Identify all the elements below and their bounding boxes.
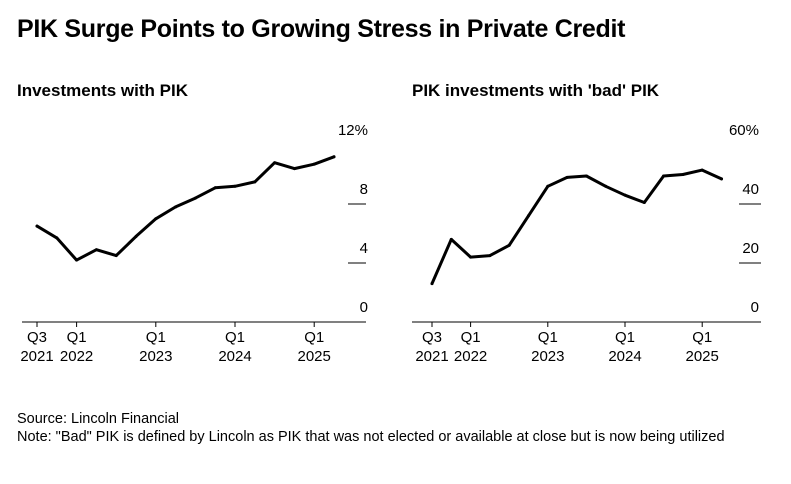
x-tick-label-year: 2023 bbox=[139, 348, 172, 365]
y-tick-label: 12% bbox=[338, 122, 368, 139]
x-tick-label-year: 2025 bbox=[686, 348, 719, 365]
chart-1-title: Investments with PIK bbox=[17, 81, 188, 100]
x-tick-label-quarter: Q3 bbox=[422, 329, 442, 346]
data-point bbox=[662, 174, 666, 178]
source-text: Source: Lincoln Financial bbox=[17, 411, 180, 427]
x-tick-label-quarter: Q1 bbox=[67, 329, 87, 346]
x-tick-label-year: 2022 bbox=[60, 348, 93, 365]
data-point bbox=[75, 258, 79, 262]
data-point bbox=[642, 201, 646, 205]
chart-2: 0 20 40 60% Q3 2021 Q1 2022 Q1 2023 Q1 2024 Q1 2025 bbox=[412, 122, 761, 365]
data-point bbox=[488, 254, 492, 258]
data-point bbox=[213, 186, 217, 190]
data-point bbox=[469, 255, 473, 259]
y-tick-label: 60% bbox=[729, 122, 759, 139]
y-tick-label: 20 bbox=[742, 240, 759, 257]
footer: Source: Lincoln Financial Note: "Bad" PI… bbox=[17, 410, 777, 446]
data-point bbox=[527, 214, 530, 218]
data-point bbox=[193, 196, 197, 200]
x-tick-label-year: 2025 bbox=[298, 348, 331, 365]
data-point bbox=[507, 243, 511, 247]
x-tick-label-quarter: Q1 bbox=[615, 329, 635, 346]
data-point bbox=[312, 162, 316, 166]
x-tick-label-quarter: Q1 bbox=[304, 329, 324, 346]
data-point bbox=[134, 234, 138, 238]
series-line bbox=[35, 155, 336, 262]
x-tick-label-quarter: Q3 bbox=[27, 329, 47, 346]
data-point bbox=[604, 184, 608, 188]
data-point bbox=[332, 155, 336, 159]
data-point bbox=[623, 193, 627, 197]
x-tick-label-year: 2021 bbox=[20, 348, 53, 365]
x-tick-label-quarter: Q1 bbox=[461, 329, 481, 346]
note-text: Note: "Bad" PIK is defined by Lincoln as… bbox=[17, 429, 725, 445]
data-point bbox=[94, 248, 98, 252]
y-tick-label: 8 bbox=[360, 181, 368, 198]
data-point bbox=[273, 161, 277, 165]
x-tick-label-quarter: Q1 bbox=[146, 329, 166, 346]
data-point bbox=[449, 237, 453, 241]
y-tick-label: 40 bbox=[742, 181, 759, 198]
y-tick-label: 0 bbox=[751, 299, 759, 316]
data-point bbox=[55, 236, 59, 240]
data-point bbox=[233, 184, 237, 188]
x-tick-label-year: 2024 bbox=[608, 348, 641, 365]
data-point bbox=[114, 254, 118, 258]
chart-2-title: PIK investments with 'bad' PIK bbox=[412, 81, 660, 100]
data-point bbox=[720, 177, 723, 181]
data-point bbox=[253, 180, 257, 184]
data-point bbox=[292, 167, 296, 171]
data-point bbox=[565, 175, 569, 179]
chart-1: 0 4 8 12% Q3 2021 Q1 2022 Q1 2023 Q1 2024 Q1 2025 bbox=[20, 122, 368, 365]
data-point bbox=[681, 173, 685, 176]
data-point bbox=[430, 282, 434, 286]
y-tick-label: 0 bbox=[360, 299, 368, 316]
series-line bbox=[430, 168, 723, 286]
y-tick-label: 4 bbox=[360, 240, 368, 257]
x-tick-label-year: 2023 bbox=[531, 348, 564, 365]
x-tick-label-quarter: Q1 bbox=[692, 329, 712, 346]
data-point bbox=[546, 184, 550, 188]
data-point bbox=[700, 168, 704, 172]
x-tick-label-year: 2022 bbox=[454, 348, 487, 365]
data-point bbox=[584, 174, 588, 178]
x-tick-label-quarter: Q1 bbox=[225, 329, 245, 346]
data-point bbox=[174, 205, 178, 209]
x-tick-label-year: 2021 bbox=[415, 348, 448, 365]
data-point bbox=[35, 224, 39, 228]
data-point bbox=[154, 217, 158, 221]
x-tick-label-quarter: Q1 bbox=[538, 329, 558, 346]
x-tick-label-year: 2024 bbox=[218, 348, 251, 365]
page-title: PIK Surge Points to Growing Stress in Pr… bbox=[17, 15, 626, 43]
